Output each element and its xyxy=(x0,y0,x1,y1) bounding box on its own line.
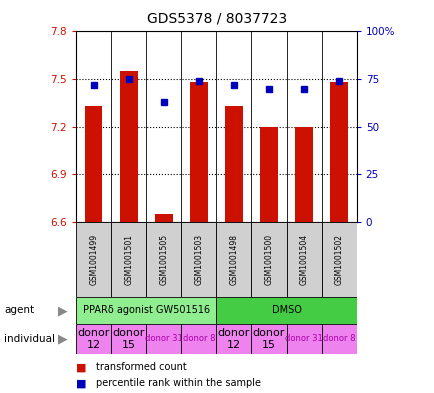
Text: GSM1001505: GSM1001505 xyxy=(159,234,168,285)
Bar xyxy=(216,222,251,297)
Bar xyxy=(181,222,216,297)
Bar xyxy=(216,297,356,324)
Text: DMSO: DMSO xyxy=(271,305,301,316)
Bar xyxy=(286,324,321,354)
Bar xyxy=(225,106,242,222)
Text: donor 31: donor 31 xyxy=(145,334,182,343)
Text: PPARδ agonist GW501516: PPARδ agonist GW501516 xyxy=(82,305,209,316)
Bar xyxy=(181,324,216,354)
Text: donor
15: donor 15 xyxy=(252,328,285,350)
Bar xyxy=(85,106,102,222)
Text: GSM1001498: GSM1001498 xyxy=(229,234,238,285)
Text: ▶: ▶ xyxy=(58,304,68,317)
Bar xyxy=(190,82,207,222)
Text: agent: agent xyxy=(4,305,34,316)
Text: donor
12: donor 12 xyxy=(77,328,110,350)
Bar xyxy=(330,82,347,222)
Text: GSM1001503: GSM1001503 xyxy=(194,234,203,285)
Text: GSM1001501: GSM1001501 xyxy=(124,234,133,285)
Bar xyxy=(146,324,181,354)
Bar xyxy=(260,127,277,222)
Bar xyxy=(321,324,356,354)
Bar xyxy=(111,222,146,297)
Text: donor
12: donor 12 xyxy=(217,328,250,350)
Bar xyxy=(146,222,181,297)
Text: GSM1001499: GSM1001499 xyxy=(89,234,98,285)
Bar xyxy=(155,214,172,222)
Text: donor 8: donor 8 xyxy=(182,334,215,343)
Text: ■: ■ xyxy=(76,378,86,388)
Bar xyxy=(251,324,286,354)
Bar xyxy=(120,71,137,222)
Bar xyxy=(111,324,146,354)
Text: donor
15: donor 15 xyxy=(112,328,145,350)
Text: GSM1001502: GSM1001502 xyxy=(334,234,343,285)
Text: GSM1001500: GSM1001500 xyxy=(264,234,273,285)
Text: GSM1001504: GSM1001504 xyxy=(299,234,308,285)
Bar xyxy=(216,324,251,354)
Bar xyxy=(251,222,286,297)
Text: individual: individual xyxy=(4,334,55,344)
Bar xyxy=(76,222,111,297)
Text: donor 31: donor 31 xyxy=(285,334,322,343)
Text: donor 8: donor 8 xyxy=(322,334,355,343)
Text: ■: ■ xyxy=(76,362,86,373)
Bar xyxy=(76,297,216,324)
Bar xyxy=(76,324,111,354)
Bar xyxy=(321,222,356,297)
Text: GDS5378 / 8037723: GDS5378 / 8037723 xyxy=(147,12,287,26)
Text: transformed count: transformed count xyxy=(95,362,186,373)
Bar xyxy=(286,222,321,297)
Bar xyxy=(295,127,312,222)
Text: percentile rank within the sample: percentile rank within the sample xyxy=(95,378,260,388)
Text: ▶: ▶ xyxy=(58,332,68,345)
